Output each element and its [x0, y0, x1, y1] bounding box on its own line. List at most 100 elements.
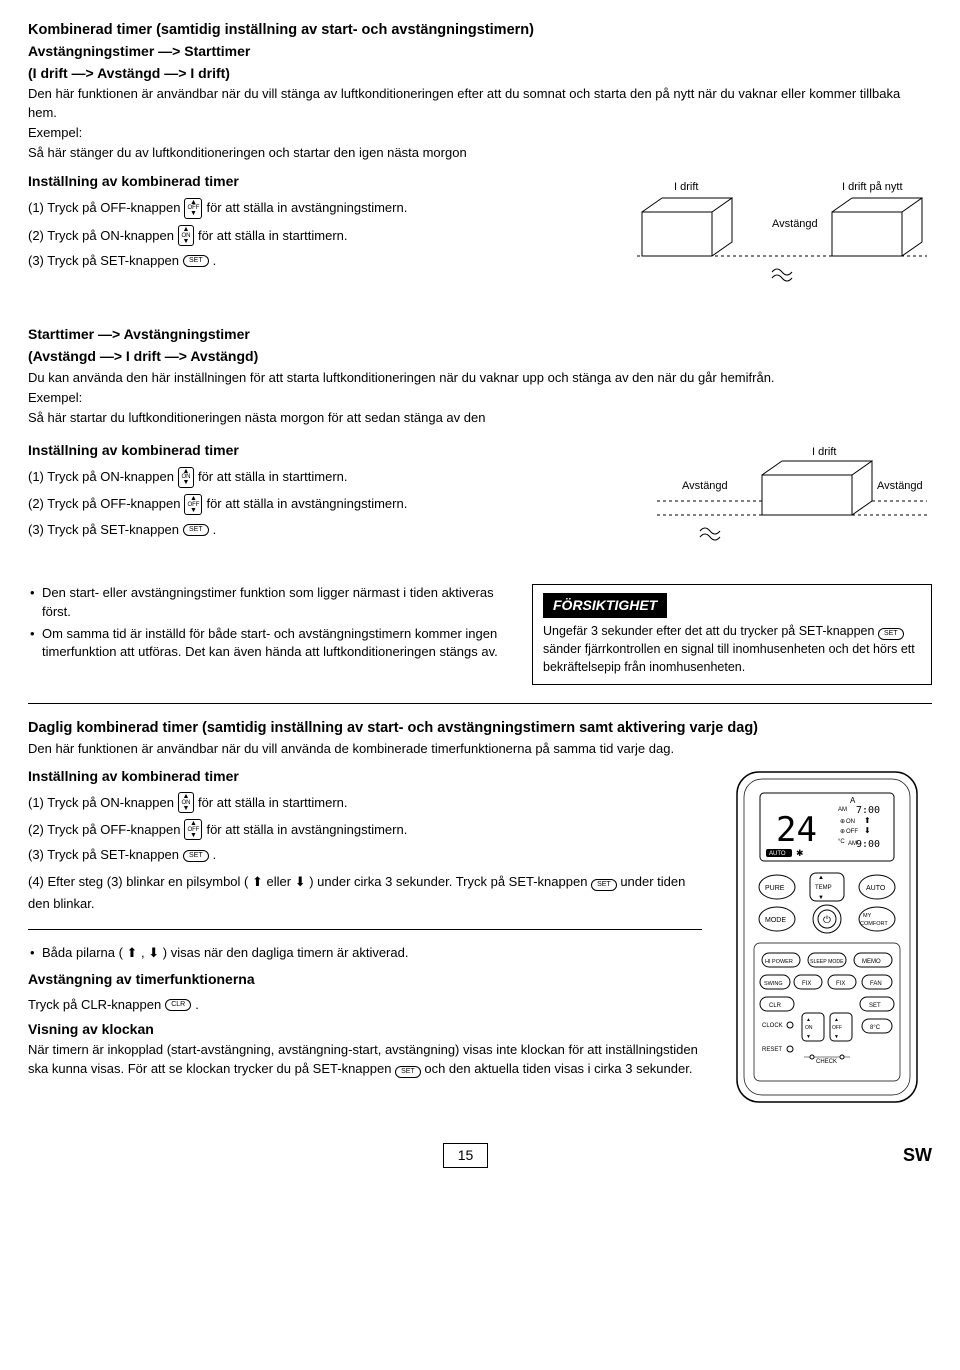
- svg-text:OFF: OFF: [846, 829, 858, 835]
- section1-sub1: Avstängningstimer —> Starttimer: [28, 42, 932, 62]
- svg-text:FIX: FIX: [836, 981, 845, 987]
- step-text: (3) Tryck på SET-knappen: [28, 252, 179, 270]
- on-button-icon: ▲ON▼: [178, 467, 194, 488]
- section3-bullets: Båda pilarna ( ⬆ , ⬇ ) visas när den dag…: [28, 944, 702, 962]
- set-button-icon: SET: [395, 1066, 421, 1078]
- svg-text:ON: ON: [846, 819, 855, 825]
- section3-step1: (1) Tryck på ON-knappen ▲ON▼ för att stä…: [28, 792, 702, 813]
- section1-title: Kombinerad timer (samtidig inställning a…: [28, 20, 932, 40]
- section-combined-timer-on-off: Starttimer —> Avstängningstimer (Avstäng…: [28, 325, 932, 566]
- svg-text:Avstängd: Avstängd: [682, 480, 728, 492]
- set-button-icon: SET: [183, 850, 209, 862]
- svg-text:⊕: ⊕: [840, 829, 845, 835]
- step-text: (4) Efter steg (3) blinkar en pilsymbol …: [28, 874, 248, 889]
- section3-sub-h1: Avstängning av timerfunktionerna: [28, 970, 702, 990]
- svg-text:24: 24: [776, 810, 817, 850]
- section2-p3: Så här startar du luftkonditioneringen n…: [28, 409, 932, 427]
- notes-list: Den start- eller avstängningstimer funkt…: [28, 584, 512, 661]
- svg-text:CLOCK: CLOCK: [762, 1023, 783, 1029]
- off-button-icon: ▲OFF▼: [184, 494, 202, 515]
- svg-text:OFF: OFF: [832, 1025, 842, 1031]
- section2-sub: (Avstängd —> I drift —> Avstängd): [28, 347, 932, 367]
- section3-step4: (4) Efter steg (3) blinkar en pilsymbol …: [28, 871, 702, 915]
- clr-button-icon: CLR: [165, 999, 191, 1011]
- svg-text:▼: ▼: [818, 895, 824, 901]
- arrow-up-icon: ⬆: [252, 874, 263, 889]
- step-text: för att ställa in starttimern.: [198, 794, 348, 812]
- off-button-icon: ▲OFF▼: [184, 198, 202, 219]
- warning-text: Ungefär 3 sekunder efter det att du tryc…: [543, 622, 921, 676]
- set-button-icon: SET: [183, 524, 209, 536]
- step-text: (2) Tryck på OFF-knappen: [28, 821, 180, 839]
- step-text: .: [213, 252, 217, 270]
- step-text: (1) Tryck på ON-knappen: [28, 794, 174, 812]
- svg-text:MY: MY: [863, 913, 872, 919]
- svg-text:⬆: ⬆: [864, 816, 871, 825]
- svg-text:SLEEP MODE: SLEEP MODE: [810, 959, 844, 965]
- svg-text:RESET: RESET: [762, 1047, 782, 1053]
- step-text: (3) Tryck på SET-knappen: [28, 521, 179, 539]
- svg-text:COMFORT: COMFORT: [860, 921, 888, 927]
- step-text: .: [213, 521, 217, 539]
- section1-sub2: (I drift —> Avstängd —> I drift): [28, 64, 932, 84]
- section1-p1: Den här funktionen är användbar när du v…: [28, 85, 932, 121]
- step-text: (2) Tryck på OFF-knappen: [28, 495, 180, 513]
- set-button-icon: SET: [183, 255, 209, 267]
- svg-text:▲: ▲: [834, 1017, 839, 1023]
- remote-illustration: A 24 AM 7:00 ⊕ ON ⊕ OFF °C AM 9:00 AUTO …: [722, 767, 932, 1107]
- svg-text:FAN: FAN: [870, 981, 882, 987]
- svg-text:CHECK: CHECK: [816, 1059, 837, 1065]
- svg-text:Avstängd: Avstängd: [772, 218, 818, 230]
- notes-warning-row: Den start- eller avstängningstimer funkt…: [28, 584, 932, 685]
- section1-p3: Så här stänger du av luftkonditioneringe…: [28, 144, 932, 162]
- section1-heading: Inställning av kombinerad timer: [28, 172, 612, 192]
- step-text: för att ställa in avstängningstimern.: [206, 495, 407, 513]
- svg-text:AM: AM: [838, 807, 847, 813]
- step-text: (1) Tryck på OFF-knappen: [28, 199, 180, 217]
- section3-heading: Inställning av kombinerad timer: [28, 767, 702, 787]
- svg-text:HI POWER: HI POWER: [765, 959, 793, 965]
- section3-step2: (2) Tryck på OFF-knappen ▲OFF▼ för att s…: [28, 819, 702, 840]
- svg-text:SET: SET: [869, 1003, 881, 1009]
- svg-text:⊕: ⊕: [840, 819, 845, 825]
- diagram-on-off: I drift Avstängd Avstängd: [652, 441, 932, 566]
- divider: [28, 703, 932, 704]
- page-footer: 15 SW: [28, 1143, 932, 1169]
- svg-text:⏻: ⏻: [823, 915, 831, 926]
- svg-text:Avstängd: Avstängd: [877, 480, 923, 492]
- svg-text:▼: ▼: [806, 1034, 811, 1040]
- svg-text:CLR: CLR: [769, 1003, 782, 1009]
- step-text: för att ställa in starttimern.: [198, 227, 348, 245]
- svg-text:AUTO: AUTO: [866, 885, 886, 892]
- step-text: för att ställa in avstängningstimern.: [206, 821, 407, 839]
- section-combined-timer-off-on: Kombinerad timer (samtidig inställning a…: [28, 20, 932, 307]
- svg-text:MEMO: MEMO: [862, 959, 881, 965]
- step-text: .: [213, 846, 217, 864]
- set-button-icon: SET: [591, 879, 617, 891]
- step-text: (3) Tryck på SET-knappen: [28, 846, 179, 864]
- svg-text:AUTO: AUTO: [769, 851, 786, 857]
- svg-text:MODE: MODE: [765, 917, 786, 924]
- note-bullet: Båda pilarna ( ⬆ , ⬇ ) visas när den dag…: [28, 944, 702, 962]
- section2-title: Starttimer —> Avstängningstimer: [28, 325, 932, 345]
- svg-text:FIX: FIX: [802, 981, 811, 987]
- on-button-icon: ▲ON▼: [178, 792, 194, 813]
- note-bullet: Om samma tid är inställd för både start-…: [28, 625, 512, 661]
- svg-text:TEMP: TEMP: [815, 885, 832, 891]
- page-lang: SW: [903, 1143, 932, 1168]
- section2-step1: (1) Tryck på ON-knappen ▲ON▼ för att stä…: [28, 467, 632, 488]
- section3-clock-text: När timern är inkopplad (start-avstängni…: [28, 1041, 702, 1077]
- svg-text:▲: ▲: [818, 875, 824, 881]
- step-text: (1) Tryck på ON-knappen: [28, 468, 174, 486]
- step-text: .: [195, 996, 199, 1014]
- section2-p2: Exempel:: [28, 389, 932, 407]
- section1-step3: (3) Tryck på SET-knappen SET .: [28, 252, 612, 270]
- arrow-down-icon: ⬇: [295, 874, 306, 889]
- warning-label: FÖRSIKTIGHET: [543, 593, 667, 617]
- page-number: 15: [443, 1143, 489, 1169]
- step-text: för att ställa in starttimern.: [198, 468, 348, 486]
- svg-text:⬇: ⬇: [864, 826, 871, 835]
- section2-step3: (3) Tryck på SET-knappen SET .: [28, 521, 632, 539]
- step-text: för att ställa in avstängningstimern.: [206, 199, 407, 217]
- svg-text:A: A: [850, 796, 856, 805]
